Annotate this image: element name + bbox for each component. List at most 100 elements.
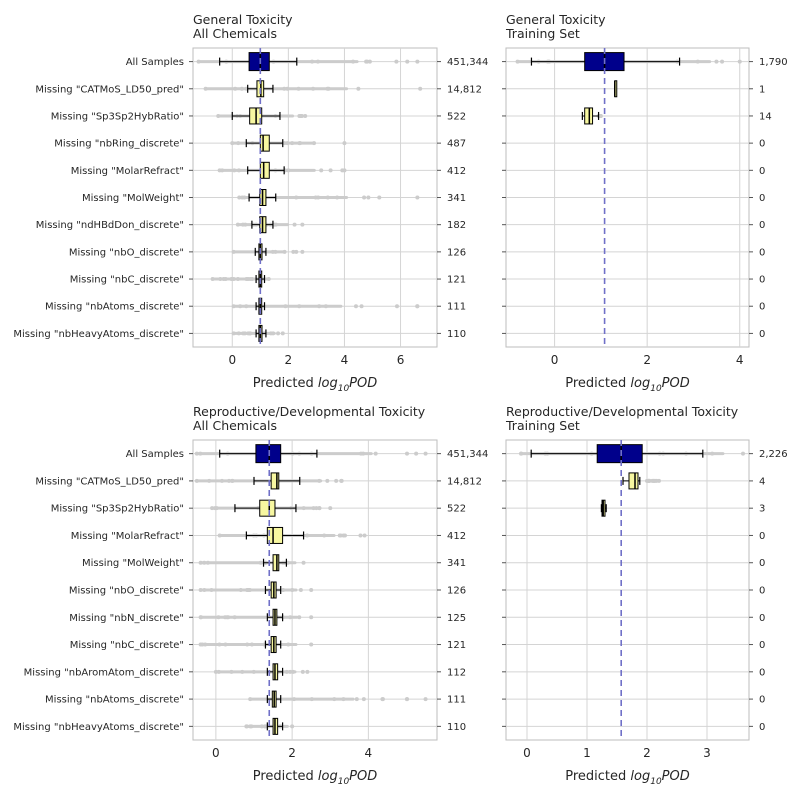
sample-count-label: 2,226: [759, 449, 788, 460]
flier-point: [335, 195, 340, 200]
flier-point: [235, 277, 240, 282]
flier-point-max: [303, 113, 308, 118]
flier-point-max: [280, 331, 285, 336]
flier-point: [325, 478, 330, 483]
category-label: Missing "nbO_discrete": [69, 586, 184, 597]
flier-point: [322, 533, 327, 538]
flier-point: [358, 533, 363, 538]
category-label: Missing "Sp3Sp2HybRatio": [51, 504, 184, 515]
flier-point: [216, 669, 221, 674]
flier-point: [328, 168, 333, 173]
flier-point: [213, 506, 218, 511]
x-tick-label: 4: [365, 746, 373, 760]
sample-count-label: 125: [447, 613, 466, 624]
flier-point-max: [415, 195, 420, 200]
flier-point: [315, 59, 320, 64]
category-label: Missing "nbO_discrete": [69, 247, 184, 258]
flier-point-min: [194, 451, 199, 456]
box-iqr: [255, 444, 282, 464]
flier-point: [271, 331, 276, 336]
sample-count-label: 0: [759, 302, 765, 313]
flier-point: [236, 168, 241, 173]
flier-point: [241, 331, 246, 336]
sample-count-label: 121: [447, 640, 466, 651]
flier-point: [219, 478, 224, 483]
flier-point: [282, 141, 287, 146]
x-axis-label: Predicted log10POD: [565, 376, 690, 394]
sample-count-label: 412: [447, 531, 466, 542]
flier-point: [298, 588, 303, 592]
flier-point: [291, 669, 296, 674]
category-label: Missing "Sp3Sp2HybRatio": [51, 111, 184, 122]
flier-point: [276, 331, 281, 336]
flier-point-max: [309, 642, 314, 647]
box-iqr: [272, 554, 280, 572]
x-tick-label: 1: [583, 746, 591, 760]
flier-point: [695, 59, 700, 64]
flier-point: [259, 724, 264, 729]
category-label: Missing "nbC_discrete": [70, 275, 184, 286]
flier-point-min: [203, 86, 208, 91]
flier-point-min: [217, 533, 222, 538]
flier-point: [282, 249, 287, 254]
sample-count-label: 121: [447, 275, 466, 286]
x-tick-label: 2: [288, 746, 296, 760]
flier-point-min: [231, 331, 236, 336]
box-iqr: [248, 52, 270, 72]
x-tick-label: 2: [643, 353, 651, 367]
flier-point: [273, 222, 278, 227]
flier-point: [325, 195, 330, 200]
flier-point: [380, 697, 385, 702]
sample-count-label: 111: [447, 302, 466, 313]
flier-point-min: [198, 642, 203, 647]
flier-point: [227, 478, 232, 483]
flier-point-max: [305, 669, 310, 674]
flier-point: [248, 331, 253, 336]
flier-point: [354, 697, 359, 702]
flier-point: [312, 141, 317, 146]
flier-point-max: [339, 478, 344, 483]
flier-point: [238, 588, 243, 592]
flier-point: [290, 588, 295, 592]
flier-point: [317, 304, 322, 309]
flier-point: [216, 615, 221, 620]
flier-point: [290, 141, 295, 146]
box-iqr: [270, 472, 280, 490]
sample-count-label: 111: [447, 695, 466, 706]
flier-point: [240, 195, 245, 200]
flier-point: [720, 59, 725, 64]
flier-point: [236, 141, 241, 146]
flier-point: [281, 588, 286, 592]
flier-point-min: [519, 451, 523, 456]
flier-point-max: [309, 588, 314, 592]
flier-point: [298, 141, 303, 146]
category-label: Missing "MolWeight": [82, 558, 184, 569]
sample-count-label: 0: [759, 220, 765, 231]
box-iqr: [259, 499, 276, 517]
flier-point: [223, 642, 228, 647]
flier-point: [294, 195, 299, 200]
sample-count-label: 0: [759, 166, 765, 177]
sample-count-label: 487: [447, 139, 466, 150]
sample-count-label: 4: [759, 476, 765, 487]
flier-point-min: [196, 59, 201, 64]
flier-point: [361, 697, 366, 702]
category-label: Missing "nbN_discrete": [69, 613, 184, 624]
flier-point: [294, 249, 299, 254]
x-tick-label: 2: [285, 353, 293, 367]
flier-point: [292, 697, 297, 702]
box-iqr: [259, 161, 270, 179]
flier-point: [365, 59, 370, 64]
flier-point: [367, 59, 372, 64]
flier-point: [285, 141, 290, 146]
flier-point: [404, 697, 409, 702]
sample-count-label: 0: [759, 193, 765, 204]
sample-count-label: 0: [759, 247, 765, 258]
flier-point-min: [645, 478, 649, 483]
category-label: Missing "MolWeight": [82, 193, 184, 204]
flier-point-min: [216, 113, 221, 118]
x-axis-label: Predicted log10POD: [253, 769, 378, 787]
